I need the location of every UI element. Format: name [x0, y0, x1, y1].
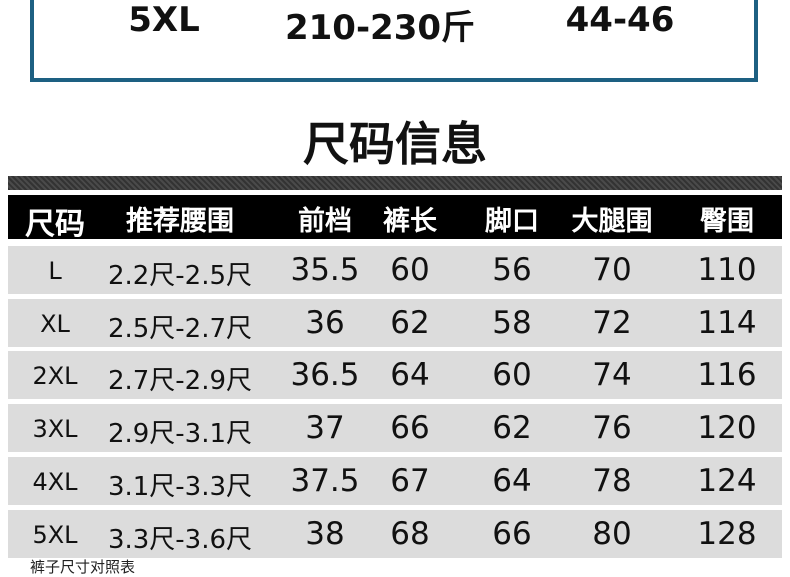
table-cell: 124	[697, 463, 757, 499]
column-header: 推荐腰围	[126, 206, 234, 237]
table-cell: 80	[592, 516, 632, 552]
divider-bar	[8, 176, 782, 190]
table-cell: 37.5	[290, 463, 360, 499]
table-cell: 38	[305, 516, 345, 552]
table-cell: 37	[305, 410, 345, 446]
table-cell: 2.2尺-2.5尺	[107, 261, 253, 291]
table-cell: 78	[592, 463, 632, 499]
top-value: 44-46	[565, 0, 675, 40]
column-header: 尺码	[25, 207, 85, 242]
table-cell: 36.5	[290, 357, 360, 393]
top-weight: 210-230斤	[284, 8, 476, 48]
column-header: 大腿围	[571, 206, 653, 237]
table-cell: 2.9尺-3.1尺	[107, 419, 253, 449]
column-header: 裤长	[383, 206, 437, 237]
page-title: 尺码信息	[303, 117, 487, 171]
table-cell: 60	[390, 252, 430, 288]
table-cell: 60	[492, 357, 532, 393]
table-cell: 35.5	[290, 252, 360, 288]
table-cell: L	[48, 257, 62, 285]
table-row: L 2.2尺-2.5尺 35.5 60 56 70 110	[8, 246, 782, 294]
size-weight-box: 5XL 210-230斤 44-46	[30, 0, 758, 82]
table-cell: 66	[492, 516, 532, 552]
table-cell: 74	[592, 357, 632, 393]
table-header: 尺码 推荐腰围 前档 裤长 脚口 大腿围 臀围	[8, 195, 782, 242]
column-header: 脚口	[485, 206, 539, 237]
table-cell: 114	[697, 305, 757, 341]
table-cell: 4XL	[32, 468, 78, 496]
table-cell: 66	[390, 410, 430, 446]
column-header: 臀围	[700, 206, 754, 237]
table-cell: 67	[390, 463, 430, 499]
table-cell: 128	[697, 516, 757, 552]
table-cell: XL	[40, 310, 70, 338]
table-row: XL 2.5尺-2.7尺 36 62 58 72 114	[8, 299, 782, 347]
table-cell: 58	[492, 305, 532, 341]
table-cell: 70	[592, 252, 632, 288]
table-cell: 2.5尺-2.7尺	[107, 314, 253, 344]
table-cell: 56	[492, 252, 532, 288]
column-header: 前档	[298, 206, 352, 237]
table-cell: 3.1尺-3.3尺	[107, 472, 253, 502]
table-cell: 68	[390, 516, 430, 552]
table-cell: 76	[592, 410, 632, 446]
table-cell: 2XL	[32, 362, 78, 390]
table-cell: 36	[305, 305, 345, 341]
table-cell: 72	[592, 305, 632, 341]
table-row: 3XL 2.9尺-3.1尺 37 66 62 76 120	[8, 404, 782, 452]
table-row: 2XL 2.7尺-2.9尺 36.5 64 60 74 116	[8, 351, 782, 399]
table-cell: 2.7尺-2.9尺	[107, 366, 253, 396]
table-cell: 120	[697, 410, 757, 446]
table-row: 4XL 3.1尺-3.3尺 37.5 67 64 78 124	[8, 457, 782, 505]
top-size: 5XL	[128, 0, 200, 40]
table-cell: 3XL	[32, 415, 78, 443]
table-cell: 3.3尺-3.6尺	[107, 525, 253, 555]
table-cell: 116	[697, 357, 757, 393]
table-cell: 5XL	[32, 521, 78, 549]
table-cell: 62	[492, 410, 532, 446]
table-row: 5XL 3.3尺-3.6尺 38 68 66 80 128	[8, 510, 782, 558]
table-cell: 62	[390, 305, 430, 341]
table-cell: 110	[697, 252, 757, 288]
table-cell: 64	[390, 357, 430, 393]
table-cell: 64	[492, 463, 532, 499]
